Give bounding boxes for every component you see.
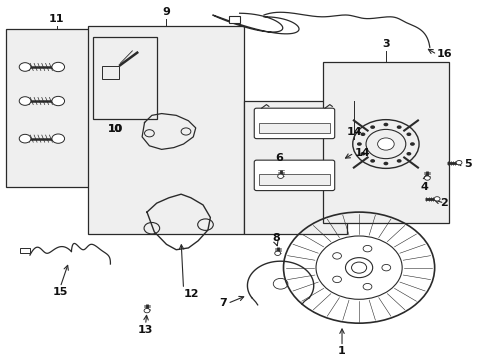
Circle shape: [360, 152, 365, 156]
Circle shape: [360, 132, 365, 136]
Circle shape: [19, 97, 31, 105]
Circle shape: [277, 174, 283, 179]
Text: 12: 12: [183, 289, 199, 299]
Bar: [102, 66, 119, 79]
Circle shape: [409, 142, 414, 146]
Text: 1: 1: [338, 346, 345, 356]
Bar: [88, 26, 244, 234]
Text: 2: 2: [440, 198, 447, 208]
Bar: [228, 17, 239, 23]
Text: 14: 14: [346, 127, 361, 137]
Bar: [322, 62, 448, 223]
Circle shape: [19, 134, 31, 143]
Circle shape: [332, 253, 341, 259]
Text: 4: 4: [420, 182, 428, 192]
Text: 8: 8: [272, 233, 280, 243]
Text: 3: 3: [381, 39, 389, 49]
Text: 9: 9: [162, 7, 170, 17]
Text: 14: 14: [353, 148, 369, 158]
Circle shape: [406, 152, 410, 156]
Bar: [244, 101, 346, 234]
Text: 16: 16: [436, 49, 452, 59]
Bar: [93, 36, 157, 119]
Circle shape: [377, 138, 393, 150]
Circle shape: [274, 251, 280, 256]
Circle shape: [396, 159, 401, 163]
Circle shape: [52, 62, 64, 72]
Circle shape: [52, 134, 64, 143]
Circle shape: [363, 246, 371, 252]
Circle shape: [332, 276, 341, 283]
Circle shape: [383, 162, 387, 165]
Circle shape: [144, 309, 150, 313]
Bar: [20, 248, 30, 253]
Circle shape: [455, 161, 461, 165]
Circle shape: [351, 262, 366, 273]
Text: 5: 5: [463, 159, 470, 169]
Text: 15: 15: [52, 287, 68, 297]
FancyBboxPatch shape: [254, 108, 334, 139]
Circle shape: [381, 264, 390, 271]
Circle shape: [406, 132, 410, 136]
Text: 6: 6: [275, 153, 283, 163]
Circle shape: [396, 125, 401, 129]
Circle shape: [19, 63, 31, 71]
Bar: [5, 30, 103, 187]
Bar: [259, 175, 329, 185]
Text: 10: 10: [107, 124, 122, 134]
Text: 10: 10: [108, 124, 122, 134]
Circle shape: [369, 159, 374, 163]
Circle shape: [383, 123, 387, 126]
Circle shape: [363, 283, 371, 290]
Text: 11: 11: [49, 14, 64, 24]
Circle shape: [369, 125, 374, 129]
Circle shape: [356, 142, 361, 146]
FancyBboxPatch shape: [254, 160, 334, 190]
Text: 7: 7: [219, 298, 227, 309]
Circle shape: [424, 176, 429, 180]
Circle shape: [433, 197, 439, 201]
Text: 13: 13: [138, 325, 153, 335]
Bar: [259, 122, 329, 133]
Circle shape: [52, 96, 64, 106]
